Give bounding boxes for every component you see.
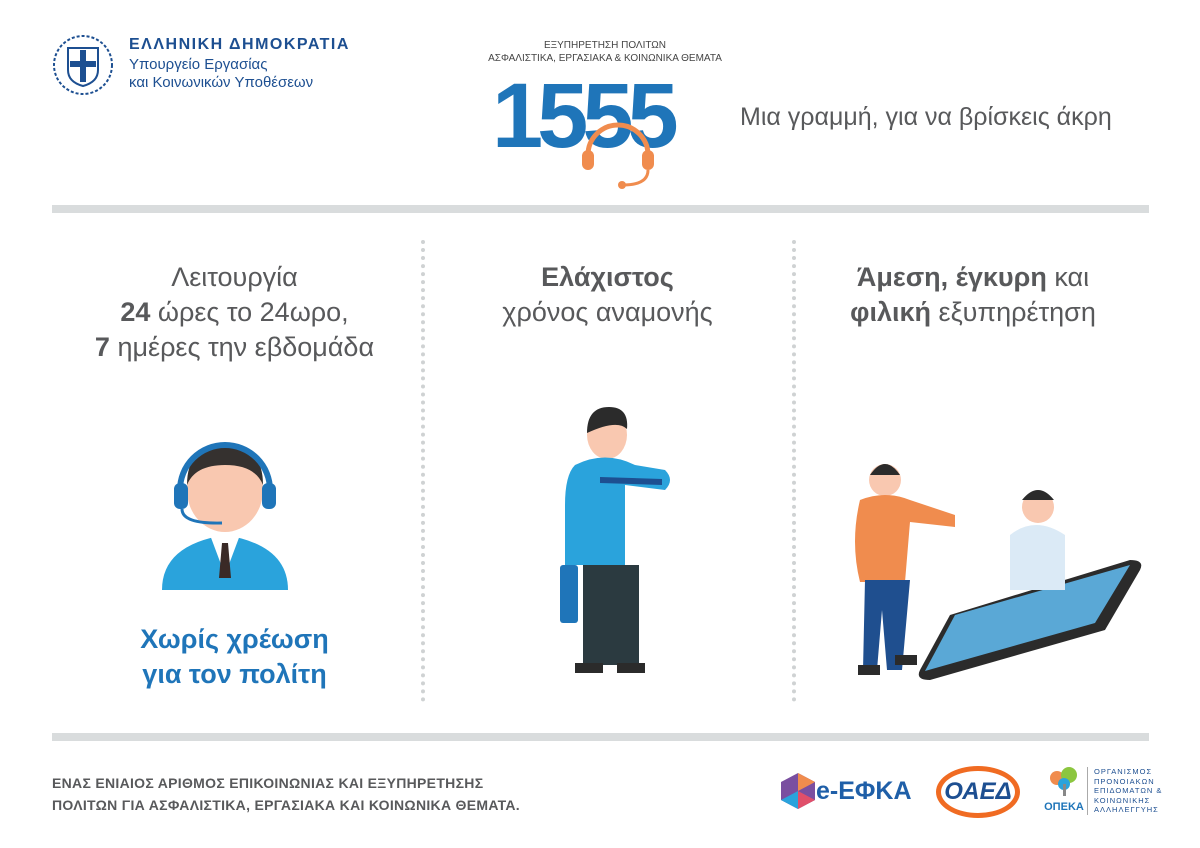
service-text1: και	[1046, 262, 1090, 292]
gov-title: ΕΛΛΗΝΙΚΗ ΔΗΜΟΚΡΑΤΙΑ	[129, 36, 350, 53]
service-text2: εξυπηρέτηση	[931, 297, 1096, 327]
availability-line3: 7 ημέρες την εβδομάδα	[52, 330, 417, 365]
free-of-charge-note: Χωρίς χρέωση για τον πολίτη	[52, 622, 417, 692]
agent-on-phone-illustration	[855, 464, 1142, 680]
opeka-logo: ΟΠΕΚΑ	[1044, 766, 1084, 813]
waiting-line1: Ελάχιστος	[541, 262, 674, 292]
days-text: ημέρες την εβδομάδα	[109, 332, 375, 362]
days-number: 7	[94, 332, 110, 362]
efka-hexagon-icon	[781, 773, 815, 809]
divider-top	[52, 205, 1149, 213]
availability-line2: 24 ώρες το 24ωρο,	[52, 295, 417, 330]
efka-logo: e-ΕΦΚΑ	[780, 772, 912, 810]
call-agent-illustration	[162, 442, 288, 590]
opeka-name-line: ΟΡΓΑΝΙΣΜΟΣ	[1094, 767, 1153, 776]
column-service: Άμεση, έγκυρη και φιλική εξυπηρέτηση	[797, 260, 1149, 330]
availability-line1: Λειτουργία	[171, 262, 298, 292]
footer-line1: ΕΝΑΣ ΕΝΙΑΙΟΣ ΑΡΙΘΜΟΣ ΕΠΙΚΟΙΝΩΝΙΑΣ ΚΑΙ ΕΞ…	[52, 775, 484, 791]
efka-text: e-ΕΦΚΑ	[816, 776, 912, 805]
waiting-line2: χρόνος αναμονής	[502, 297, 713, 327]
ministry-line1: Υπουργείο Εργασίας	[129, 56, 268, 73]
opeka-tree-icon	[1050, 767, 1077, 796]
service-bold1: Άμεση, έγκυρη	[856, 262, 1047, 292]
headset-icon	[582, 122, 654, 189]
waiting-man-illustration	[560, 407, 670, 673]
oaed-text: ΟΑΕΔ	[944, 778, 1012, 805]
footer-line2: ΠΟΛΙΤΩΝ ΓΙΑ ΑΣΦΑΛΙΣΤΙΚΑ, ΕΡΓΑΣΙΑΚΑ ΚΑΙ Κ…	[52, 797, 520, 813]
column-divider	[421, 240, 425, 702]
column-divider	[792, 240, 796, 702]
slogan: Μια γραμμή, για να βρίσκεις άκρη	[740, 103, 1112, 131]
opeka-name-line: ΕΠΙΔΟΜΑΤΩΝ &	[1094, 786, 1163, 795]
service-line2: ΑΣΦΑΛΙΣΤΙΚΑ, ΕΡΓΑΣΙΑΚΑ & ΚΟΙΝΩΝΙΚΑ ΘΕΜΑΤ…	[488, 53, 722, 64]
hours-text: ώρες το 24ωρο,	[150, 297, 349, 327]
hours-number: 24	[120, 297, 151, 327]
free-note-line2: για τον πολίτη	[142, 659, 327, 689]
footer-text: ΕΝΑΣ ΕΝΙΑΙΟΣ ΑΡΙΘΜΟΣ ΕΠΙΚΟΙΝΩΝΙΑΣ ΚΑΙ ΕΞ…	[52, 772, 520, 816]
free-note-line1: Χωρίς χρέωση	[140, 624, 329, 654]
opeka-full-name: ΟΡΓΑΝΙΣΜΟΣ ΠΡΟΝΟΙΑΚΩΝ ΕΠΙΔΟΜΑΤΩΝ & ΚΟΙΝΩ…	[1087, 767, 1162, 815]
column-waiting: Ελάχιστος χρόνος αναμονής	[425, 260, 790, 330]
opeka-name-line: ΠΡΟΝΟΙΑΚΩΝ	[1094, 776, 1155, 786]
opeka-name-line: ΑΛΛΗΛΕΓΓΥΗΣ	[1094, 805, 1159, 814]
divider-bottom	[52, 733, 1149, 741]
column-availability: Λειτουργία 24 ώρες το 24ωρο, 7 ημέρες τη…	[52, 260, 417, 365]
opeka-text: ΟΠΕΚΑ	[1044, 801, 1084, 813]
ministry-line2: και Κοινωνικών Υποθέσεων	[129, 74, 314, 91]
greek-emblem-icon	[53, 35, 113, 95]
service-line1: ΕΞΥΠΗΡΕΤΗΣΗ ΠΟΛΙΤΩΝ	[543, 40, 667, 51]
oaed-logo: ΟΑΕΔ	[936, 766, 1020, 818]
opeka-name-line: ΚΟΙΝΩΝΙΚΗΣ	[1094, 795, 1151, 805]
service-bold2: φιλική	[850, 297, 932, 327]
